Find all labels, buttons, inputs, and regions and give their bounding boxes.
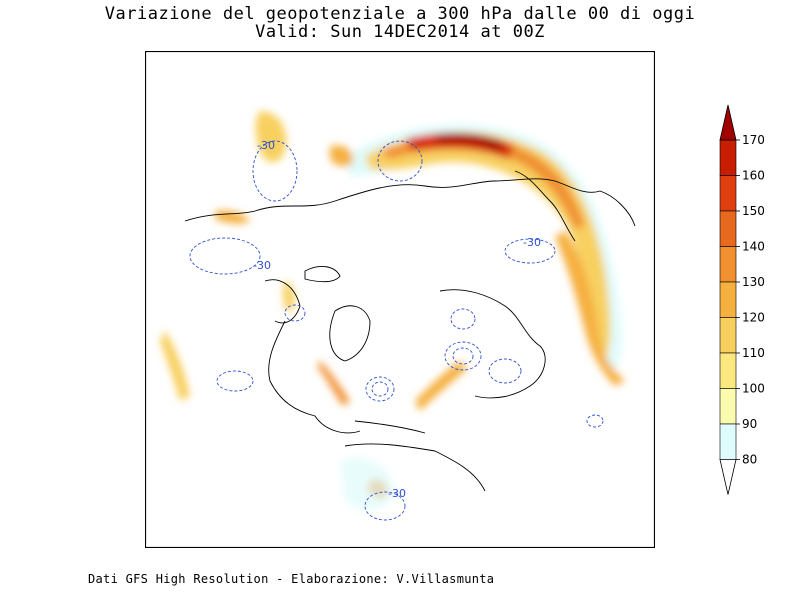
contour-usa-east [488,358,522,384]
colorbar-segment [719,281,737,318]
contour-siberia [252,140,298,202]
colorbar-label: 170 [742,133,765,147]
contour-canada-1 [450,308,476,330]
coast-africa [344,443,486,492]
negative-contours [189,140,604,521]
colorbar-segment [719,352,737,389]
anomaly-arc-orange [380,136,585,229]
contour-caspian [284,304,306,322]
map-border [145,51,655,548]
coast-europe [268,320,361,434]
map-valid-time: Valid: Sun 14DEC2014 at 00Z [255,22,545,42]
colorbar-segment [719,246,737,283]
colorbar-segment [719,175,737,212]
colorbar-upper-extension [719,104,737,141]
colorbar-label: 130 [742,275,765,289]
anomaly-shading [160,111,625,510]
data-source-credit: Dati GFS High Resolution - Elaborazione:… [88,572,495,586]
anomaly-atlantic-band [415,361,467,411]
colorbar-lower-extension [719,459,737,495]
coast-greenland [329,305,371,362]
colorbar-segment [719,388,737,425]
contour-canada-2 [444,341,482,371]
coast-eurasia-north [184,178,636,227]
contour-africa [364,491,406,521]
colorbar-segment [719,317,737,354]
contour-labels: -30 -30 -30 -30 [253,139,541,500]
coast-mediterranean [354,420,426,434]
contour-east-asia [377,140,423,182]
contour-label: -30 [257,139,275,152]
contour-label: -30 [253,259,271,272]
color-scale: 170 160 150 140 130 120 110 100 90 80 [719,104,765,495]
colorbar-label: 110 [742,346,765,360]
anomaly-pacific-band [555,231,625,386]
colorbar-label: 80 [742,453,757,467]
contour-europe [216,370,254,392]
anomaly-africa-pale [340,457,395,510]
coast-scandinavia [264,279,301,324]
map-panel: -30 -30 -30 -30 [145,51,655,548]
contour-label: -30 [523,236,541,249]
anomaly-siberia-blob-2 [330,145,354,167]
contour-label: -30 [388,487,406,500]
anomaly-siberia-blob [255,111,287,163]
colorbar-segment [719,423,737,460]
colorbar-label: 90 [742,417,757,431]
coast-asia-east [514,170,576,242]
colorbar-segment [719,139,737,176]
contour-canada-2b [452,347,474,365]
colorbar-label: 140 [742,240,765,254]
anomaly-west-band [160,331,190,401]
contour-pacific [504,238,556,264]
contour-asia-west [189,237,261,275]
colorbar-label: 100 [742,382,765,396]
anomaly-europe-streak [317,361,350,406]
anomaly-arc-yellow [365,131,611,356]
contour-atlantic-b [371,381,389,397]
contour-pacific-small [586,414,604,428]
contour-atlantic [365,376,395,402]
anomaly-arc-darkred [435,133,505,151]
coast-arctic-islands [304,265,341,283]
map-title: Variazione del geopotenziale a 300 hPa d… [104,4,696,24]
colorbar-label: 120 [742,311,765,325]
colorbar-label: 160 [742,169,765,183]
colorbar-label: 150 [742,204,765,218]
coast-north-america [439,289,546,399]
colorbar-segment [719,210,737,247]
